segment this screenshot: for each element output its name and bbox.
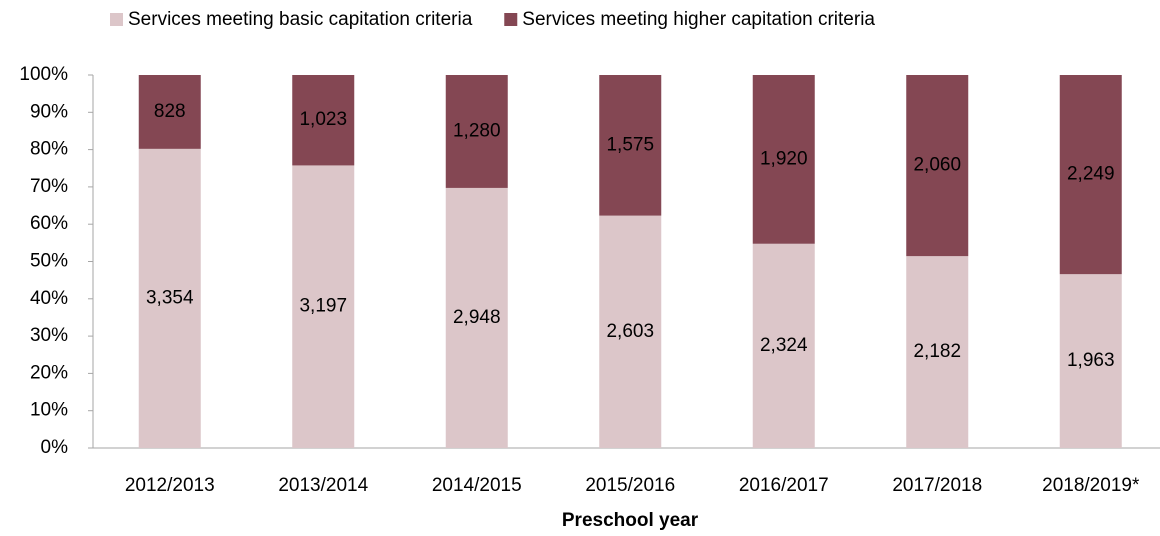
bar-segment <box>906 75 969 257</box>
data-label: 2,948 <box>453 307 501 328</box>
bar-segment <box>599 75 662 216</box>
data-label: 1,963 <box>1067 350 1115 371</box>
data-label: 2,603 <box>606 321 654 342</box>
data-label: 828 <box>154 101 186 122</box>
x-tick-label: 2014/2015 <box>432 475 522 496</box>
bar-segment <box>292 165 355 448</box>
y-tick-label: 40% <box>30 288 68 309</box>
data-label: 2,182 <box>913 341 961 362</box>
bar-segment <box>138 75 201 149</box>
x-tick-label: 2015/2016 <box>585 475 675 496</box>
bar-segment <box>599 215 662 448</box>
data-label: 3,197 <box>299 296 347 317</box>
bar-segment <box>752 75 815 244</box>
x-tick-label: 2016/2017 <box>739 475 829 496</box>
x-tick-label: 2017/2018 <box>892 475 982 496</box>
bar-segment <box>445 187 508 448</box>
y-tick-label: 50% <box>30 251 68 272</box>
legend-label: Services meeting higher capitation crite… <box>522 9 875 30</box>
y-tick-label: 80% <box>30 139 68 160</box>
y-tick-label: 90% <box>30 101 68 122</box>
bar-segment <box>1059 75 1122 275</box>
legend-swatch <box>504 13 518 26</box>
data-label: 1,920 <box>760 148 808 169</box>
x-tick-label: 2013/2014 <box>278 475 368 496</box>
bar-segment <box>138 148 201 449</box>
data-label: 1,575 <box>606 134 654 155</box>
y-tick-label: 30% <box>30 325 68 346</box>
y-tick-label: 70% <box>30 176 68 197</box>
x-tick-label: 2012/2013 <box>125 475 215 496</box>
y-tick-label: 100% <box>19 64 68 85</box>
bar-segment <box>752 243 815 448</box>
data-label: 1,023 <box>299 109 347 130</box>
y-tick-label: 60% <box>30 213 68 234</box>
bar-segment <box>292 75 355 166</box>
bar-segment <box>1059 274 1122 448</box>
legend-swatch <box>110 13 123 26</box>
legend-label: Services meeting basic capitation criter… <box>128 9 473 30</box>
y-tick-label: 0% <box>41 437 69 458</box>
bar-segment <box>906 256 969 448</box>
data-label: 2,324 <box>760 335 808 356</box>
x-axis-title: Preschool year <box>562 510 699 531</box>
x-tick-label: 2018/2019* <box>1042 475 1140 496</box>
data-label: 1,280 <box>453 120 501 141</box>
data-label: 3,354 <box>146 287 194 308</box>
y-tick-label: 20% <box>30 362 68 383</box>
data-label: 2,060 <box>913 155 961 176</box>
bar-segment <box>445 75 508 188</box>
data-label: 2,249 <box>1067 164 1115 185</box>
y-tick-label: 10% <box>30 400 68 421</box>
